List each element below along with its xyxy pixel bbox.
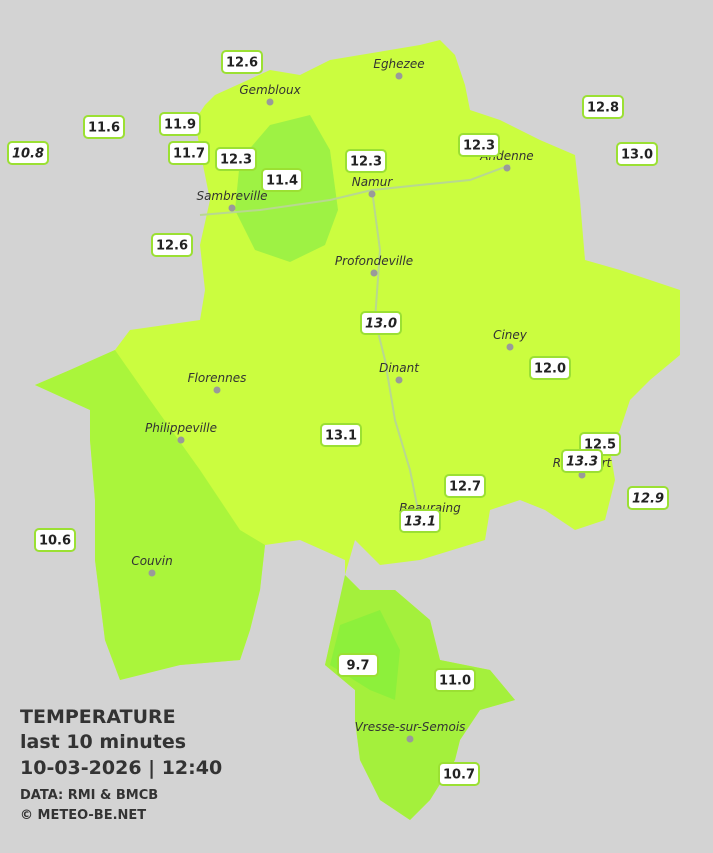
station-temperature: 10.6	[39, 534, 71, 549]
station-temperature: 13.0	[621, 148, 653, 163]
station-temperature: 13.1	[325, 429, 357, 444]
station-label-box	[438, 762, 480, 786]
station-temperature: 12.8	[587, 101, 619, 116]
station-label-box	[221, 50, 263, 74]
station-temperature: 12.3	[463, 139, 495, 154]
city-name: Namur	[352, 175, 394, 189]
legend-copyright: © METEO-BE.NET	[20, 808, 146, 823]
station-temperature: 13.3	[566, 455, 598, 470]
station-label-box	[159, 112, 201, 136]
city-name: Gembloux	[239, 83, 301, 97]
city-name: Dinant	[379, 361, 420, 375]
city-dot	[506, 343, 514, 351]
city-dot	[370, 269, 378, 277]
city-dot	[177, 436, 185, 444]
station-label-box	[616, 142, 658, 166]
city-dot	[368, 190, 376, 198]
station-label-box	[215, 147, 257, 171]
station-label-box	[627, 486, 669, 510]
station-label-box	[582, 95, 624, 119]
city-dot	[266, 98, 274, 106]
city-name: Couvin	[131, 554, 172, 568]
legend-subtitle: last 10 minutes	[20, 731, 186, 753]
station-label-box	[434, 668, 476, 692]
city-name: Ciney	[493, 328, 528, 342]
station-temperature: 10.7	[443, 768, 475, 783]
city-dot	[406, 735, 414, 743]
station-label-box	[337, 653, 379, 677]
station-temperature: 11.6	[88, 121, 120, 136]
station-temperature: 12.0	[534, 362, 566, 377]
station-temperature: 9.7	[346, 659, 369, 674]
west-zone	[35, 350, 265, 680]
station-temperature: 13.1	[404, 515, 436, 530]
station-temperature: 11.0	[439, 674, 471, 689]
station-temperature: 11.9	[164, 118, 196, 133]
station-temperature: 11.7	[173, 147, 205, 162]
station-temperature: 13.0	[365, 317, 397, 332]
station-temperature: 12.3	[350, 155, 382, 170]
city-name: Florennes	[188, 371, 247, 385]
city-name: Eghezee	[373, 57, 424, 71]
city-name: Philippeville	[145, 421, 217, 435]
station-label-box	[7, 141, 49, 165]
station-temperature: 12.3	[220, 153, 252, 168]
city-dot	[213, 386, 221, 394]
city-dot	[228, 204, 236, 212]
station-label-box	[34, 528, 76, 552]
station-temperature: 11.4	[266, 174, 298, 189]
city-dot	[578, 471, 586, 479]
station-label-box	[444, 474, 486, 498]
station-temperature: 12.9	[632, 492, 664, 507]
city-name: Profondeville	[335, 254, 413, 268]
city-dot	[395, 376, 403, 384]
station-label-box	[320, 423, 362, 447]
city-dot	[148, 569, 156, 577]
station-label-box	[151, 233, 193, 257]
station-temperature: 12.6	[226, 56, 258, 71]
legend-source: DATA: RMI & BMCB	[20, 788, 158, 803]
station-label-box	[168, 141, 210, 165]
city-dot	[503, 164, 511, 172]
station-label-box	[261, 168, 303, 192]
station-temperature: 12.6	[156, 239, 188, 254]
legend-timestamp: 10-03-2026 | 12:40	[20, 757, 222, 779]
station-label-box	[83, 115, 125, 139]
station-label-box	[529, 356, 571, 380]
city-name: Sambreville	[196, 189, 267, 203]
station-label-box	[345, 149, 387, 173]
river	[199, 164, 511, 521]
city-name: Vresse-sur-Semois	[355, 720, 466, 734]
station-temperature: 10.8	[12, 147, 44, 162]
legend-title: TEMPERATURE	[20, 706, 176, 728]
station-temperature: 12.5	[584, 438, 616, 453]
station-temperature: 12.7	[449, 480, 481, 495]
station-label-box	[399, 509, 441, 533]
station-label-box	[360, 311, 402, 335]
station-label-box	[458, 133, 500, 157]
station-label-box	[561, 449, 603, 473]
city-dot	[395, 72, 403, 80]
